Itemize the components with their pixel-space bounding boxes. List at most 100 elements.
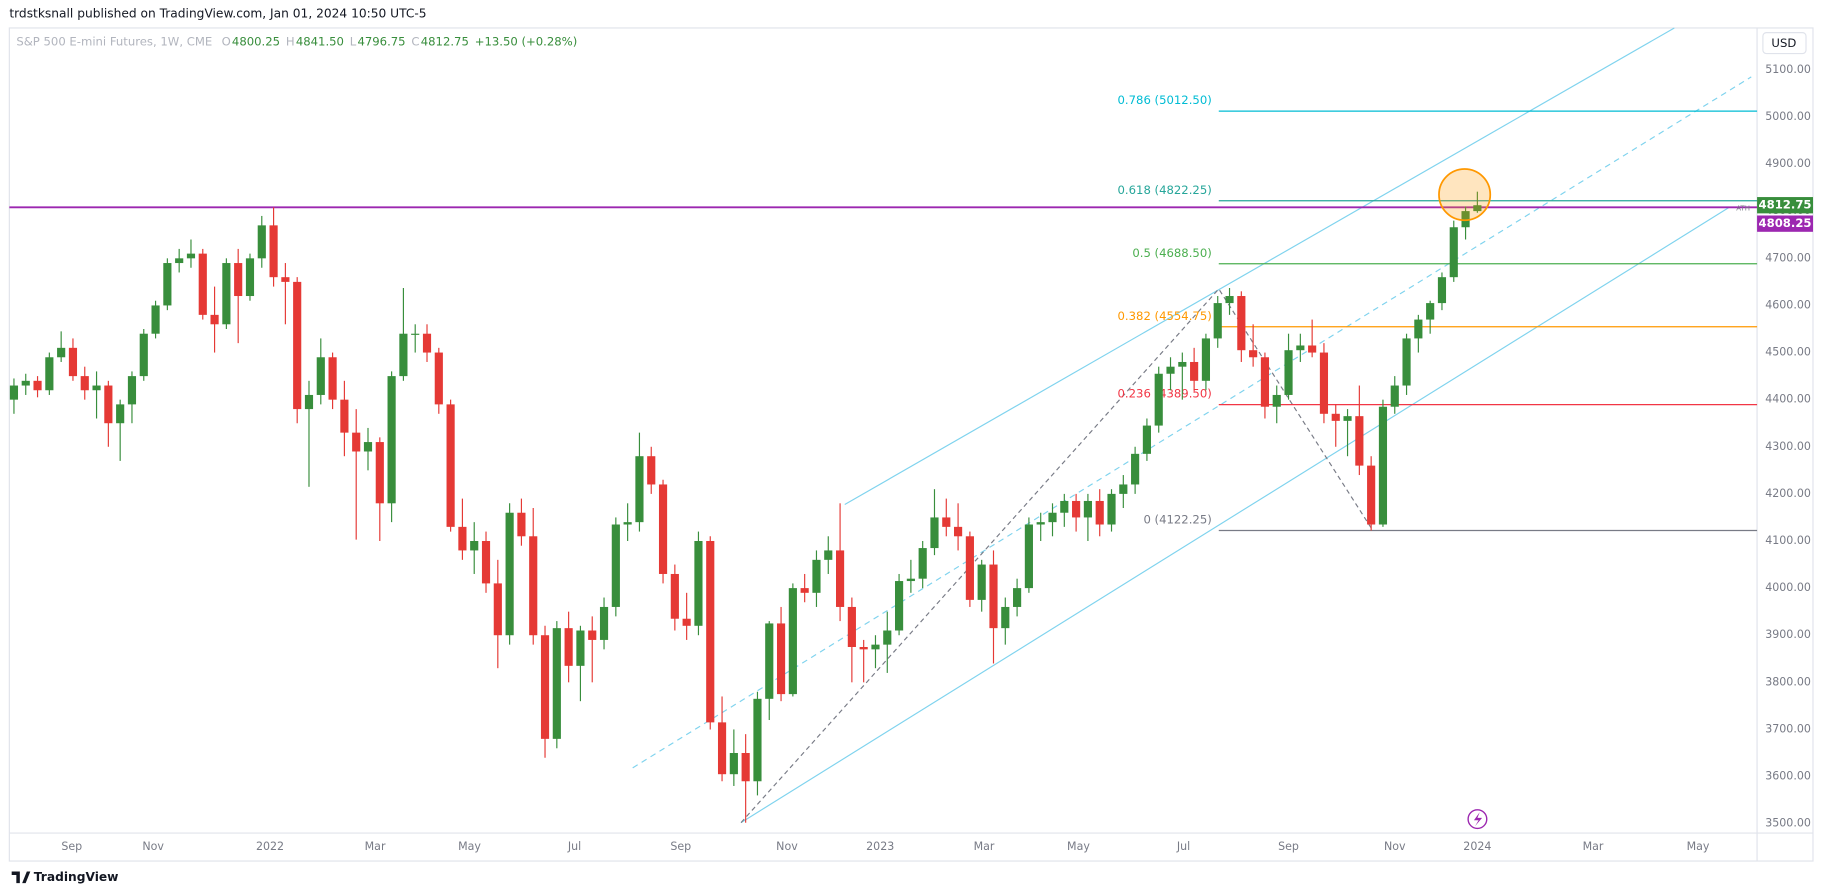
candle-body: [21, 380, 30, 386]
candle-body: [1378, 406, 1388, 525]
candle-body: [45, 357, 54, 391]
candle-body: [1402, 338, 1411, 386]
highlight-circle: [1438, 168, 1492, 222]
candle-body: [1449, 227, 1458, 278]
candle-body: [481, 540, 491, 584]
candle-body: [1390, 385, 1399, 407]
candle-body: [68, 347, 78, 377]
legend-key: C: [411, 34, 419, 48]
candle-body: [269, 225, 278, 278]
ath-badge: [1757, 215, 1813, 232]
candle-body: [635, 456, 644, 523]
candle-body: [871, 644, 880, 650]
fib-label: 0.786 (5012.50): [1118, 93, 1212, 107]
candle-body: [387, 376, 396, 504]
candle-body: [33, 380, 42, 391]
candle-body: [529, 536, 538, 636]
candle-body: [824, 550, 833, 560]
currency-box[interactable]: [1762, 32, 1807, 55]
candle-body: [116, 404, 125, 424]
candle-body: [1343, 416, 1352, 421]
y-tick-label: 3900.00: [1765, 628, 1811, 641]
candle-body: [552, 628, 561, 739]
x-tick-label: Mar: [974, 840, 995, 853]
candle-body: [670, 573, 679, 619]
x-tick-label: Sep: [670, 840, 691, 853]
candle-body: [328, 357, 337, 400]
candle-body: [729, 752, 738, 775]
x-tick-label: May: [1687, 840, 1710, 853]
candle-body: [765, 623, 774, 699]
currency: USD: [1771, 36, 1796, 50]
fib-label: 0 (4122.25): [1143, 513, 1211, 527]
candle-body: [1024, 524, 1033, 589]
legend-value: 4800.25: [232, 34, 280, 48]
channel: [632, 27, 1752, 824]
candle-body: [1237, 296, 1246, 351]
candle-body: [1142, 425, 1151, 454]
candle-body: [470, 540, 479, 551]
candle-body: [1355, 416, 1364, 466]
candle-body: [1060, 500, 1069, 513]
candle-body: [1473, 205, 1482, 212]
candle-body: [411, 333, 420, 335]
candle-body: [647, 456, 656, 485]
y-tick-label: 4400.00: [1765, 393, 1811, 406]
x-tick-label: Nov: [776, 840, 798, 853]
candle-body: [1461, 211, 1470, 228]
candle-body: [989, 564, 998, 629]
candle-body: [965, 536, 974, 600]
candle-body: [1072, 500, 1081, 518]
candle-body: [257, 225, 266, 259]
candle-body: [1331, 413, 1340, 421]
candle-body: [599, 606, 609, 640]
candle-body: [1048, 512, 1057, 523]
x-tick-label: Jul: [567, 840, 581, 853]
last-price: 4812.75: [1759, 198, 1812, 212]
event-icon[interactable]: [1467, 809, 1488, 830]
x-tick-label: 2023: [866, 840, 894, 853]
candle-body: [163, 263, 172, 306]
candle-body: [883, 630, 892, 645]
candle-body: [741, 752, 750, 782]
candle-body: [1284, 350, 1293, 395]
x-tick-label: 2024: [1463, 840, 1491, 853]
candle-body: [800, 588, 809, 593]
candle-body: [942, 517, 951, 527]
candle-body: [1296, 345, 1305, 351]
candle-body: [281, 277, 290, 282]
candle-body: [1260, 357, 1270, 407]
candle-body: [127, 376, 137, 405]
x-tick-label: Sep: [61, 840, 82, 853]
candle-body: [493, 583, 502, 636]
candle-body: [505, 512, 514, 636]
candle-body: [623, 522, 632, 525]
y-tick-label: 4000.00: [1765, 581, 1811, 594]
candle-body: [906, 578, 915, 582]
candle-body: [1201, 338, 1211, 381]
x-tick-label: Jul: [1176, 840, 1190, 853]
candle-body: [222, 263, 231, 325]
candle-body: [1166, 366, 1175, 374]
channel-mid: [632, 76, 1752, 769]
candle-body: [895, 581, 904, 631]
candle-body: [80, 376, 89, 391]
event-bolt: [1473, 812, 1483, 827]
candle-body: [1213, 303, 1222, 339]
candle-body: [1308, 345, 1317, 353]
x-tick-label: Nov: [142, 840, 164, 853]
candle-body: [1225, 296, 1234, 304]
candle-body: [540, 635, 550, 739]
candle-body: [576, 630, 585, 666]
candle-body: [316, 357, 325, 395]
candle-body: [1272, 394, 1281, 407]
chart-panel: [8, 27, 1814, 862]
candle-body: [1107, 493, 1116, 525]
x-tick-label: 2022: [256, 840, 284, 853]
ath-price: 4808.25: [1759, 216, 1812, 230]
candle-body: [588, 630, 597, 640]
x-tick-label: Sep: [1278, 840, 1299, 853]
y-tick-label: 3700.00: [1765, 722, 1811, 735]
candle-body: [859, 646, 868, 650]
